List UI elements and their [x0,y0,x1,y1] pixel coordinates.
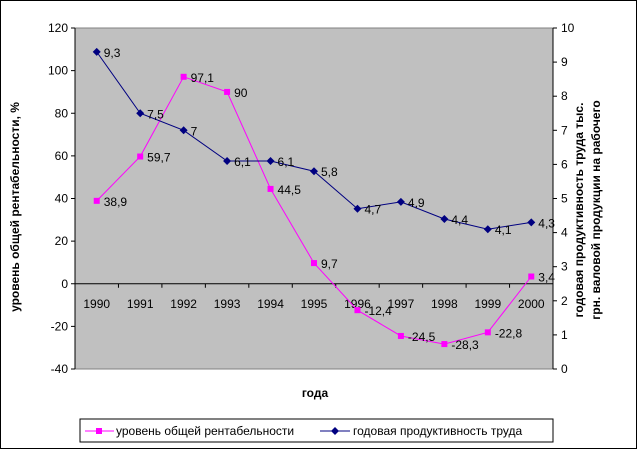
data-label: 3,4 [538,271,555,285]
point-marker-diamond [310,167,318,176]
legend-marker-square [96,428,102,434]
x-tick-label: 1995 [301,297,328,311]
point-marker-diamond [223,156,232,165]
x-axis-title: года [302,386,329,400]
point-marker-square [397,332,404,339]
left-tick-label: 80 [55,106,69,120]
right-tick-label: 7 [561,123,568,137]
y2-axis-title-line2: грн. валовой продукции на рабочего [589,100,603,319]
left-tick-label: 20 [55,234,69,248]
legend-box [79,418,554,443]
right-tick-label: 6 [561,157,568,171]
point-marker-square [484,329,491,336]
right-tick-label: 10 [561,21,575,35]
right-tick-label: 0 [561,362,568,376]
x-tick-label: 1991 [127,297,154,311]
data-label: 5,8 [321,165,338,179]
left-axis-ticks: -40 -20 0 20 40 60 80 100 120 [48,21,76,376]
point-marker-square [93,197,100,204]
right-tick-label: 2 [561,294,568,308]
left-tick-label: 120 [48,21,68,35]
data-label: 4,1 [495,223,512,237]
data-label: 97,1 [191,71,215,85]
data-label: 4,7 [364,203,381,217]
right-tick-label: 5 [561,192,568,206]
legend: уровень общей рентабельности годовая про… [79,418,554,443]
data-label: 9,3 [104,46,121,60]
point-marker-square [267,185,274,192]
point-marker-diamond [179,126,188,135]
data-labels-layer: 38,9 59,7 97,1 90 44,5 9,7 -12,4 -24,5 -28,3 -22,… [104,46,556,352]
point-marker-diamond [483,225,492,234]
x-tick-label: 1993 [214,297,241,311]
point-marker-diamond [353,204,362,213]
data-label: 4,3 [538,216,555,230]
x-tick-label: 1994 [257,297,284,311]
right-tick-label: 1 [561,328,568,342]
data-label: 6,1 [278,155,295,169]
left-tick-label: -40 [51,362,69,376]
y-axis-title: уровень общей рентабельности, % [8,102,22,312]
data-label: -24,5 [408,330,436,344]
data-label: 7 [191,124,198,138]
point-marker-diamond [136,109,145,118]
point-marker-square [180,73,187,80]
right-axis-ticks: 0 1 2 3 4 5 6 7 8 9 10 [552,21,575,376]
x-tick-label: 1992 [170,297,197,311]
x-tick-label: 1997 [388,297,415,311]
data-label: 4,4 [451,213,468,227]
right-tick-label: 3 [561,260,568,274]
legend-marker-diamond [331,427,339,435]
left-tick-label: 0 [61,277,68,291]
point-marker-diamond [266,156,275,165]
point-marker-square [137,153,144,160]
legend-label-productivity: годовая продуктивность труда [353,424,523,438]
point-marker-square [528,273,535,280]
point-marker-diamond [527,218,536,227]
left-tick-label: -20 [51,319,69,333]
y2-axis-title-line1: годовая продуктивность труда тыс. [572,103,586,318]
data-label: 7,5 [147,107,164,121]
left-tick-label: 60 [55,149,69,163]
point-marker-square [354,307,361,314]
right-tick-label: 8 [561,89,568,103]
point-marker-square [311,260,317,267]
data-label: 38,9 [104,195,128,209]
point-marker-diamond [92,47,101,56]
data-label: 9,7 [321,257,338,271]
left-tick-label: 100 [48,64,68,78]
data-label: -12,4 [364,304,392,318]
point-marker-square [224,88,231,95]
data-label: 44,5 [278,183,302,197]
series-layer [92,47,536,348]
point-marker-diamond [440,214,449,223]
data-label: 4,9 [408,196,425,210]
data-label: -22,8 [495,326,523,340]
x-tick-label: 1998 [431,297,458,311]
x-tick-label: 1990 [83,297,110,311]
x-tick-label: 2000 [518,297,545,311]
x-axis-ticks: 1990 1991 1992 1993 1994 1995 1996 1997 1998 1999… [74,283,554,311]
plot-area [74,27,554,370]
data-label: 6,1 [234,155,251,169]
right-tick-label: 4 [561,226,568,240]
data-label: 90 [234,86,248,100]
x-tick-label: 1996 [344,297,371,311]
point-marker-diamond [396,197,405,206]
point-marker-square [441,341,448,348]
right-tick-label: 9 [561,55,568,69]
x-tick-label: 1999 [474,297,501,311]
legend-label-rentabelnost: уровень общей рентабельности [116,424,294,438]
data-label: 59,7 [147,151,171,165]
left-tick-label: 40 [55,192,69,206]
data-label: -28,3 [451,338,479,352]
